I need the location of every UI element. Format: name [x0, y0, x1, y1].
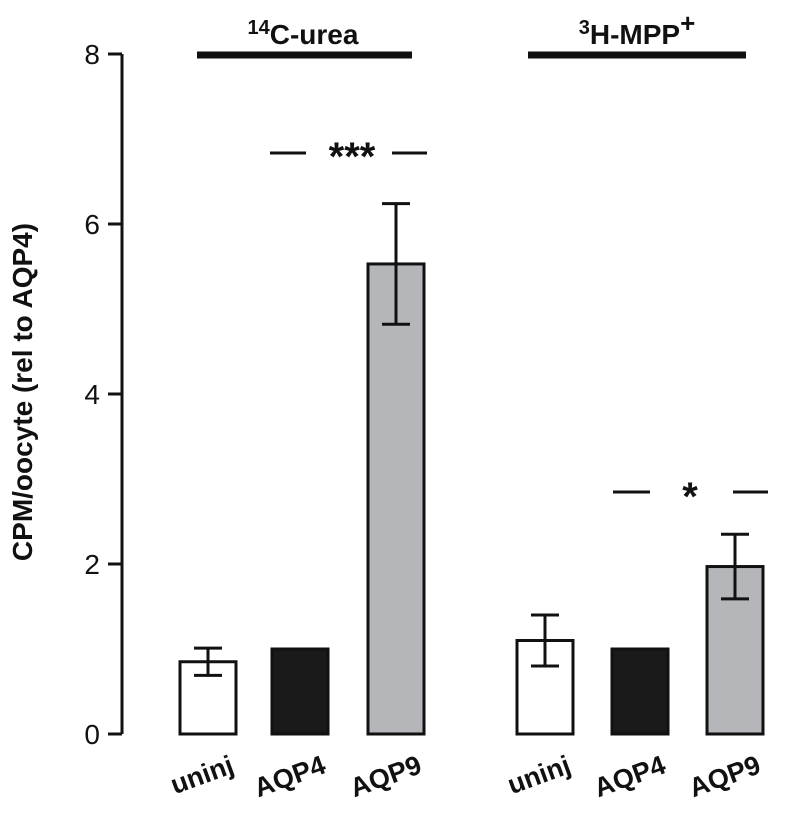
group-title-postscript: + — [680, 8, 695, 38]
significance-label: * — [682, 475, 698, 519]
group-title-main: H-MPP — [590, 19, 680, 50]
category-label: uninj — [504, 750, 575, 800]
category-label: AQP9 — [685, 750, 764, 803]
bars-layer — [178, 262, 765, 736]
group-title-main: C-urea — [270, 19, 359, 50]
group-title: 3H-MPP+ — [579, 8, 696, 50]
group-title-superscript: 3 — [579, 17, 590, 39]
error-bars-layer — [194, 202, 749, 677]
y-tick-label: 6 — [84, 209, 100, 240]
y-tick-label: 4 — [84, 379, 100, 410]
y-tick-label: 8 — [84, 39, 100, 70]
y-tick-label: 0 — [84, 719, 100, 750]
bar-aqp4 — [610, 647, 670, 736]
significance-layer: **** — [270, 135, 768, 519]
category-label: AQP4 — [250, 750, 329, 803]
bar-aqp4 — [270, 647, 330, 736]
category-label: uninj — [167, 750, 238, 800]
significance-label: *** — [329, 135, 376, 179]
category-label: AQP4 — [590, 750, 669, 803]
y-axis-title: CPM/oocyte (rel to AQP4) — [7, 223, 38, 561]
y-tick-label: 2 — [84, 549, 100, 580]
bar-aqp9 — [366, 262, 426, 736]
group-title-superscript: 14 — [248, 17, 271, 39]
category-label: AQP9 — [346, 750, 425, 803]
group-title: 14C-urea — [248, 17, 359, 50]
labels-layer: uninj AQP4 AQP9 uninj AQP4 AQP9 — [167, 750, 765, 803]
axis-layer: 0 2 4 6 8 — [84, 39, 124, 750]
group-titles-layer: 14C-urea 3H-MPP+ — [197, 8, 746, 59]
